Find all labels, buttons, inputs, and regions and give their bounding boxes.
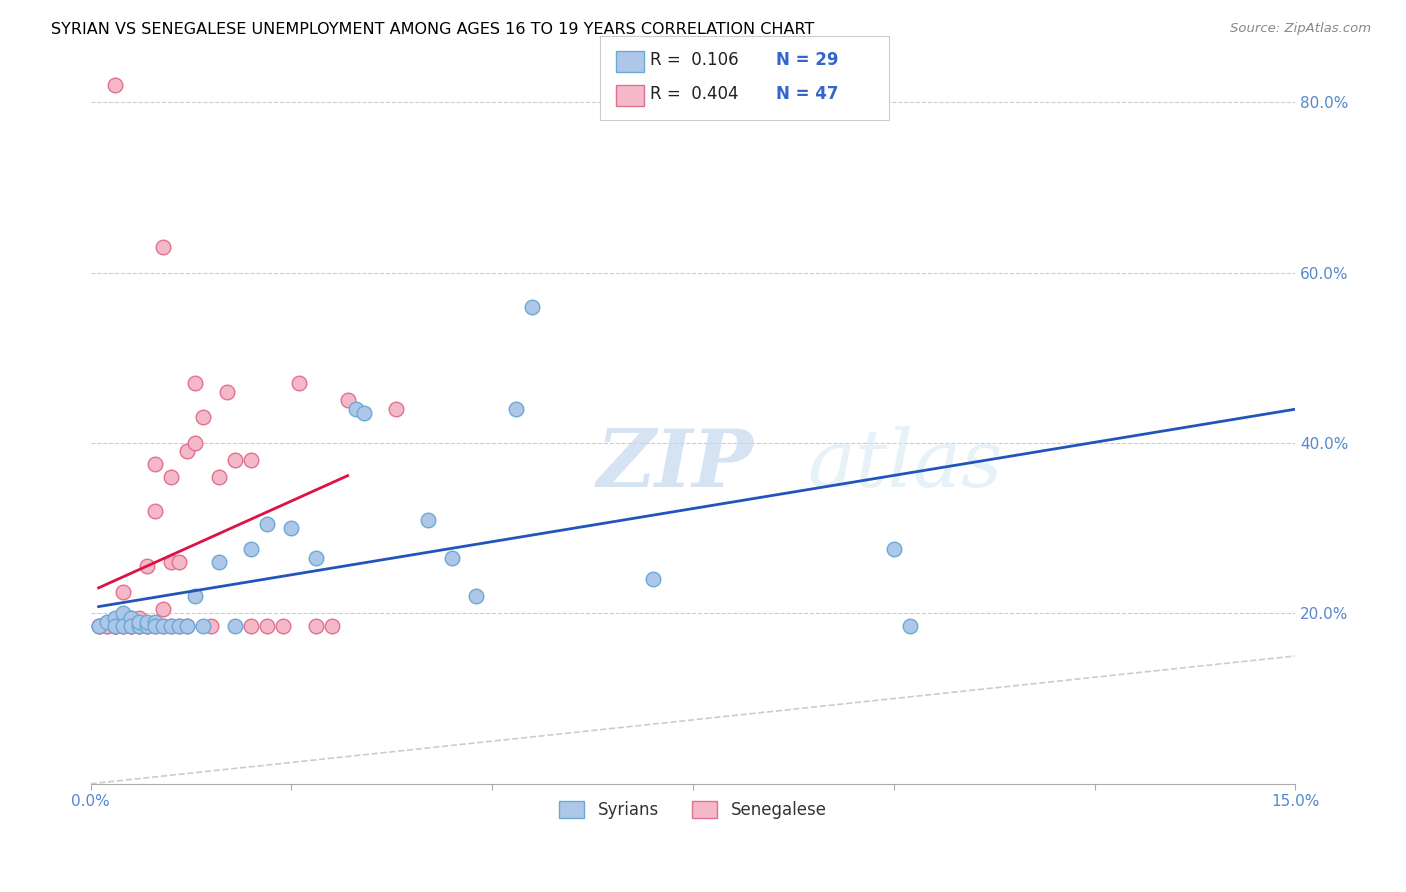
Point xyxy=(288,376,311,391)
Point xyxy=(104,619,127,633)
Point xyxy=(128,615,150,629)
Point xyxy=(176,444,198,458)
Point xyxy=(344,401,367,416)
Point xyxy=(256,516,278,531)
Point xyxy=(128,619,150,633)
Point xyxy=(160,470,183,484)
Point xyxy=(280,521,302,535)
Point xyxy=(240,453,263,467)
Point xyxy=(184,436,207,450)
Text: Source: ZipAtlas.com: Source: ZipAtlas.com xyxy=(1230,22,1371,36)
Point xyxy=(104,78,127,92)
Point xyxy=(465,590,488,604)
Point xyxy=(160,619,183,633)
Point xyxy=(96,619,118,633)
Point xyxy=(120,610,142,624)
Point xyxy=(160,555,183,569)
Point xyxy=(135,619,157,633)
Point xyxy=(96,619,118,633)
Point xyxy=(167,619,190,633)
Legend: Syrians, Senegalese: Syrians, Senegalese xyxy=(553,795,834,826)
Point xyxy=(184,376,207,391)
Point xyxy=(200,619,222,633)
Point xyxy=(104,619,127,633)
Point xyxy=(224,453,246,467)
Point xyxy=(87,619,110,633)
Point xyxy=(87,619,110,633)
Point xyxy=(321,619,343,633)
Point xyxy=(353,406,375,420)
Point xyxy=(152,602,174,616)
Point xyxy=(441,551,464,566)
Point xyxy=(143,619,166,633)
Point xyxy=(191,410,214,425)
Point xyxy=(167,555,190,569)
Point xyxy=(96,615,118,629)
Point xyxy=(240,542,263,557)
Point xyxy=(641,572,664,586)
Point xyxy=(120,619,142,633)
Point xyxy=(128,619,150,633)
Point xyxy=(217,384,239,399)
Text: R =  0.106: R = 0.106 xyxy=(650,51,738,69)
Point xyxy=(256,619,278,633)
Point xyxy=(104,619,127,633)
Point xyxy=(111,619,134,633)
Point xyxy=(143,457,166,471)
Point xyxy=(176,619,198,633)
Point xyxy=(191,619,214,633)
Point xyxy=(176,619,198,633)
Point xyxy=(143,504,166,518)
Text: R =  0.404: R = 0.404 xyxy=(650,85,738,103)
Point xyxy=(104,619,127,633)
Point xyxy=(273,619,295,633)
Point xyxy=(184,590,207,604)
Point xyxy=(505,401,527,416)
Point xyxy=(208,470,231,484)
Point xyxy=(898,619,921,633)
Point xyxy=(120,619,142,633)
Point xyxy=(152,619,174,633)
Point xyxy=(87,619,110,633)
Point xyxy=(135,559,157,574)
Point xyxy=(128,610,150,624)
Point xyxy=(143,615,166,629)
Point xyxy=(104,610,127,624)
Point xyxy=(128,619,150,633)
Text: atlas: atlas xyxy=(807,426,1002,504)
Point xyxy=(135,615,157,629)
Point xyxy=(135,619,157,633)
Point xyxy=(120,610,142,624)
Point xyxy=(208,555,231,569)
Text: SYRIAN VS SENEGALESE UNEMPLOYMENT AMONG AGES 16 TO 19 YEARS CORRELATION CHART: SYRIAN VS SENEGALESE UNEMPLOYMENT AMONG … xyxy=(51,22,814,37)
Text: N = 47: N = 47 xyxy=(776,85,838,103)
Point xyxy=(304,551,326,566)
Point xyxy=(224,619,246,633)
Text: N = 29: N = 29 xyxy=(776,51,838,69)
Point xyxy=(416,513,439,527)
Point xyxy=(104,619,127,633)
Point xyxy=(135,619,157,633)
Point xyxy=(240,619,263,633)
Point xyxy=(111,607,134,621)
Point xyxy=(522,300,544,314)
Point xyxy=(111,585,134,599)
Point xyxy=(111,619,134,633)
Point xyxy=(143,619,166,633)
Point xyxy=(160,619,183,633)
Point xyxy=(304,619,326,633)
Point xyxy=(167,619,190,633)
Point xyxy=(120,619,142,633)
Point xyxy=(385,401,408,416)
Point xyxy=(111,619,134,633)
Text: ZIP: ZIP xyxy=(596,426,754,504)
Point xyxy=(120,619,142,633)
Point xyxy=(336,393,359,408)
Point xyxy=(152,619,174,633)
Point xyxy=(883,542,905,557)
Point xyxy=(152,240,174,254)
